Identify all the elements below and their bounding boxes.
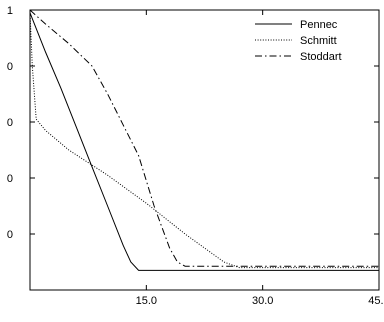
x-tick-label: 45.0 — [368, 295, 384, 307]
series-line-pennec — [29, 12, 379, 271]
legend: Pennec Schmitt Stoddart — [255, 19, 342, 63]
series-line-schmitt — [29, 12, 379, 269]
axis-ticks: 15.0 30.0 45.0 0 0 0 0 1 — [7, 5, 384, 307]
y-tick-label: 0 — [7, 229, 13, 241]
legend-label-pennec: Pennec — [300, 19, 338, 31]
series-lines — [29, 9, 379, 271]
legend-label-stoddart: Stoddart — [300, 51, 342, 63]
y-tick-label: 0 — [7, 117, 13, 129]
x-tick-label: 30.0 — [252, 295, 273, 307]
legend-label-schmitt: Schmitt — [300, 35, 337, 47]
series-line-stoddart — [29, 9, 379, 267]
y-tick-label: 1 — [7, 5, 13, 17]
x-tick-label: 15.0 — [136, 295, 157, 307]
plot-frame — [29, 9, 380, 291]
y-tick-label: 0 — [7, 173, 13, 185]
y-tick-label: 0 — [7, 61, 13, 73]
